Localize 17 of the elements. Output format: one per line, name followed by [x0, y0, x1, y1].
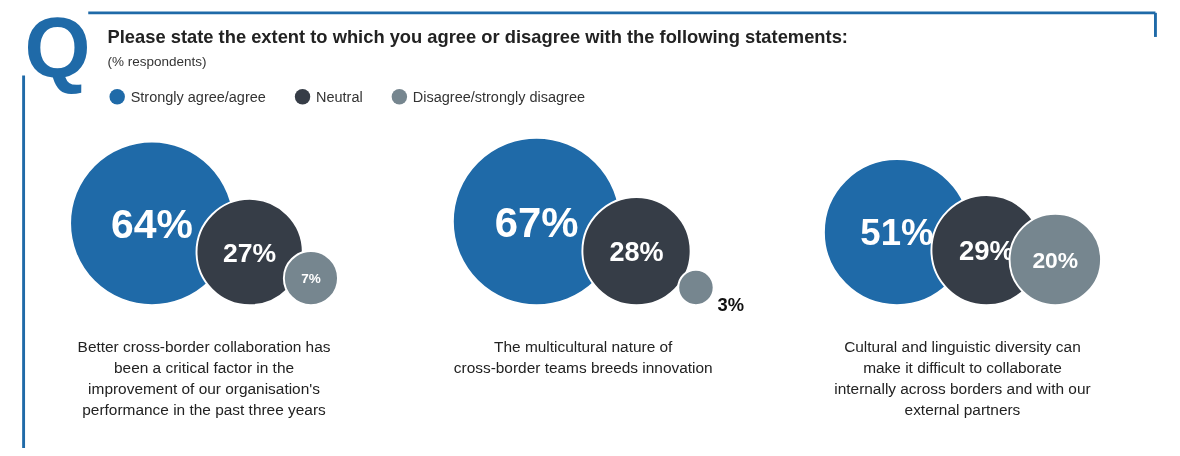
- text: Q: [24, 0, 91, 96]
- data-label: 64%: [110, 201, 193, 248]
- data-label: 51%: [860, 212, 934, 254]
- category-label: Better cross-border collaboration has been a critical factor in the improvement of our organisation's performance in the past three years: [77, 337, 331, 419]
- data-label: 27%: [223, 237, 277, 268]
- legend-label: Neutral: [316, 88, 363, 105]
- legend-label: Strongly agree/agree: [130, 88, 266, 105]
- data-label: 28%: [609, 236, 664, 267]
- data-label: 67%: [494, 198, 579, 246]
- category-label: The multicultural nature of cross-border teams breeds innovation: [453, 337, 713, 376]
- data-label: 3%: [717, 293, 745, 315]
- data-label: 7%: [301, 271, 321, 286]
- data-label: 20%: [1032, 246, 1079, 273]
- legend-label: Disagree/strongly disagree: [412, 88, 585, 105]
- text: Please state the extent to which you agree or disagree with the following statements:: [107, 25, 848, 47]
- text: (% respondents): [107, 53, 207, 69]
- category-label: Cultural and linguistic diversity can make it difficult to collaborate internally across borders and with our external partners: [834, 337, 1091, 419]
